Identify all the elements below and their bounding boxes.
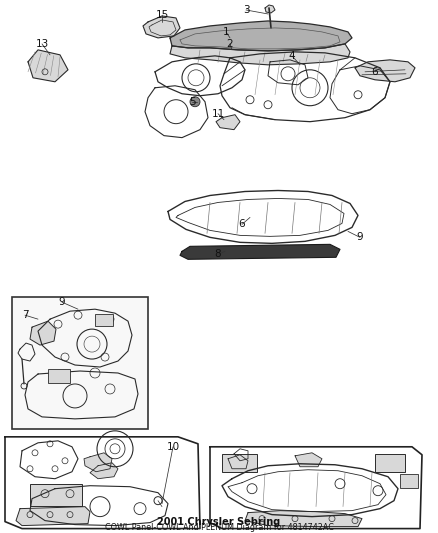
Text: 8: 8 — [215, 249, 221, 260]
Polygon shape — [170, 21, 352, 51]
Polygon shape — [295, 453, 322, 467]
Text: 9: 9 — [357, 232, 363, 243]
Text: 11: 11 — [212, 109, 225, 119]
Bar — [95, 314, 113, 326]
Polygon shape — [16, 507, 90, 526]
Polygon shape — [90, 463, 118, 479]
Text: 5: 5 — [189, 96, 195, 107]
Polygon shape — [170, 44, 350, 65]
Text: 1: 1 — [223, 27, 230, 37]
Polygon shape — [265, 5, 275, 13]
Text: 2001 Chrysler Sebring: 2001 Chrysler Sebring — [157, 516, 281, 527]
Text: 15: 15 — [155, 10, 169, 20]
Circle shape — [190, 97, 200, 107]
Polygon shape — [228, 455, 248, 469]
Polygon shape — [84, 453, 112, 472]
Bar — [12, 297, 148, 429]
Polygon shape — [245, 511, 362, 527]
Bar — [222, 454, 257, 472]
Text: 2: 2 — [227, 39, 233, 49]
Polygon shape — [180, 244, 340, 260]
Text: 3: 3 — [243, 5, 249, 15]
Bar — [400, 474, 418, 488]
Text: 7: 7 — [22, 310, 28, 320]
Text: 9: 9 — [59, 297, 65, 307]
Text: 6: 6 — [239, 220, 245, 229]
Polygon shape — [355, 60, 415, 82]
Text: 13: 13 — [35, 39, 49, 49]
Polygon shape — [216, 115, 240, 130]
Bar — [375, 454, 405, 472]
Polygon shape — [30, 321, 56, 345]
Text: 10: 10 — [166, 442, 180, 452]
Text: 4: 4 — [289, 51, 295, 61]
Text: 6: 6 — [372, 67, 378, 77]
Bar — [30, 484, 82, 506]
Polygon shape — [143, 16, 180, 38]
Text: COWL Panel-COWL And PLENUM Diagram for 4814742AC: COWL Panel-COWL And PLENUM Diagram for 4… — [105, 523, 333, 532]
Polygon shape — [28, 50, 68, 82]
Bar — [48, 369, 70, 383]
